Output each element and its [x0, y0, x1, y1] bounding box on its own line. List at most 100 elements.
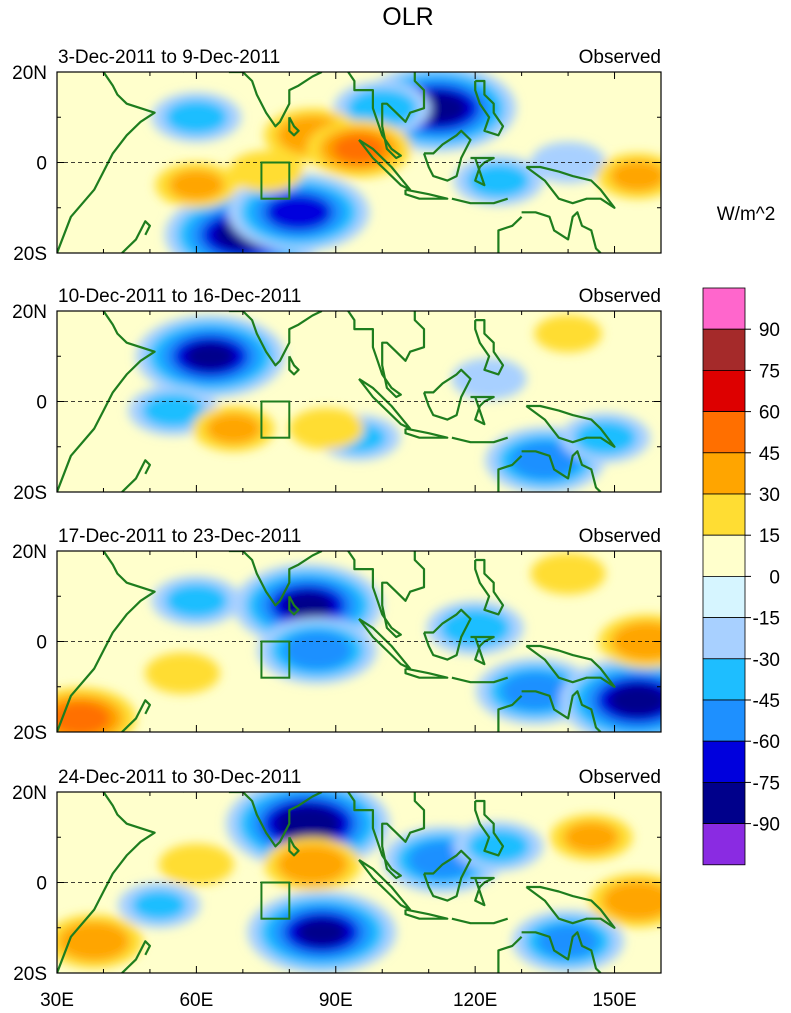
coastline [288, 116, 300, 137]
anomaly-positive [306, 119, 412, 178]
contour-level [283, 631, 352, 670]
panel-1: 20N 0 20S 3-Dec-2011 to 9-Dec-2011 Observed [12, 47, 662, 265]
coastline [497, 936, 523, 973]
colorbar-label: -60 [753, 732, 780, 753]
coastlines [57, 551, 616, 732]
contour-level [289, 407, 364, 450]
coastlines [57, 72, 616, 253]
colorbar-label: 45 [759, 444, 780, 465]
colorbar-label: -75 [753, 773, 780, 794]
anomaly-blobs [128, 314, 651, 492]
coastline [451, 436, 509, 444]
coastline [57, 72, 156, 253]
coastline [121, 940, 151, 973]
contour-level [283, 591, 333, 620]
anomaly-positive [155, 162, 238, 208]
coastline [525, 404, 616, 448]
coastline [404, 188, 449, 200]
anomaly-positive [57, 687, 137, 732]
coastline [422, 129, 472, 182]
y-tick-label: 0 [36, 393, 47, 414]
coastline [121, 220, 151, 253]
contour-level [158, 843, 234, 886]
x-tick-label: 120E [453, 990, 497, 1011]
y-tick-label: 20N [12, 302, 47, 323]
anomaly-blobs [57, 552, 661, 732]
anomaly-positive [550, 814, 633, 861]
coastline [422, 368, 472, 421]
coastline [451, 917, 509, 925]
coastline [521, 931, 602, 973]
anomaly-negative [247, 890, 397, 973]
anomaly-positive [596, 153, 661, 199]
colorbar-swatch [702, 411, 746, 454]
colorbar-swatch [702, 576, 746, 619]
x-tick-label: 30E [40, 990, 74, 1011]
coastline [470, 395, 495, 426]
coastline [288, 355, 300, 376]
coastline [470, 156, 495, 187]
contour-level [530, 552, 606, 595]
contour-level [573, 420, 637, 456]
panel-source-label: Observed [579, 47, 661, 68]
coastline [57, 792, 156, 973]
contour-level [185, 342, 236, 371]
y-tick-label: 0 [36, 633, 47, 654]
colorbar-label: -30 [753, 650, 780, 671]
colorbar-swatch [702, 328, 746, 371]
anomaly-positive [289, 407, 364, 450]
contour-level [164, 583, 228, 619]
anomaly-positive [192, 405, 275, 452]
panel-4: 20N 0 20S 24-Dec-2011 to 30-Dec-2011 Observe… [12, 767, 662, 985]
colorbar-swatch [702, 452, 746, 495]
anomaly-positive [158, 843, 234, 886]
colorbar-label: -15 [753, 609, 780, 630]
y-tick-label: 20S [13, 483, 47, 504]
coastline [288, 836, 300, 857]
contour-level [602, 880, 661, 921]
contour-level [277, 844, 348, 885]
anomaly-negative [451, 358, 527, 400]
coastline [521, 211, 602, 253]
region-box [260, 161, 291, 200]
panel-date-label: 17-Dec-2011 to 23-Dec-2011 [58, 526, 301, 547]
anomaly-positive [228, 150, 304, 193]
contour-level [534, 314, 602, 353]
anomaly-negative [453, 155, 544, 206]
coastline [358, 377, 412, 430]
coastline [404, 427, 449, 439]
colorbar-swatch [702, 740, 746, 783]
panel-3: 20N 0 20S 17-Dec-2011 to 23-Dec-2011 Observe… [12, 526, 662, 744]
anomaly-negative [151, 575, 242, 626]
contour-level [466, 163, 530, 199]
olr-field [57, 551, 661, 732]
panel-date-label: 24-Dec-2011 to 30-Dec-2011 [58, 767, 301, 788]
anomaly-negative [227, 172, 370, 252]
contour-level [296, 918, 347, 947]
olr-field [57, 72, 661, 253]
coastline [497, 455, 523, 492]
coastline [335, 792, 426, 880]
coastline [422, 608, 472, 661]
coastline [470, 635, 495, 666]
colorbar-swatch [702, 493, 746, 536]
colorbar-swatch [702, 782, 746, 825]
contour-level [265, 193, 332, 231]
anomaly-negative [453, 821, 544, 872]
x-tick-label: 60E [179, 990, 213, 1011]
colorbar-label: 90 [759, 320, 780, 341]
colorbar-label: 75 [759, 361, 780, 382]
panel-source-label: Observed [579, 767, 661, 788]
colorbar-swatch [702, 617, 746, 660]
coastline [358, 858, 412, 911]
colorbar-label: 60 [759, 403, 780, 424]
colorbar-label: -90 [753, 815, 780, 836]
anomaly-negative [559, 656, 661, 732]
colorbar: 90 75 60 45 30 15 0 -15 -30 -45 -60 -75 -90 [702, 287, 780, 866]
colorbar-label: 0 [769, 567, 780, 588]
contour-level [332, 134, 386, 164]
coastline [228, 311, 323, 367]
coastline [525, 885, 616, 929]
contour-level [144, 652, 220, 694]
